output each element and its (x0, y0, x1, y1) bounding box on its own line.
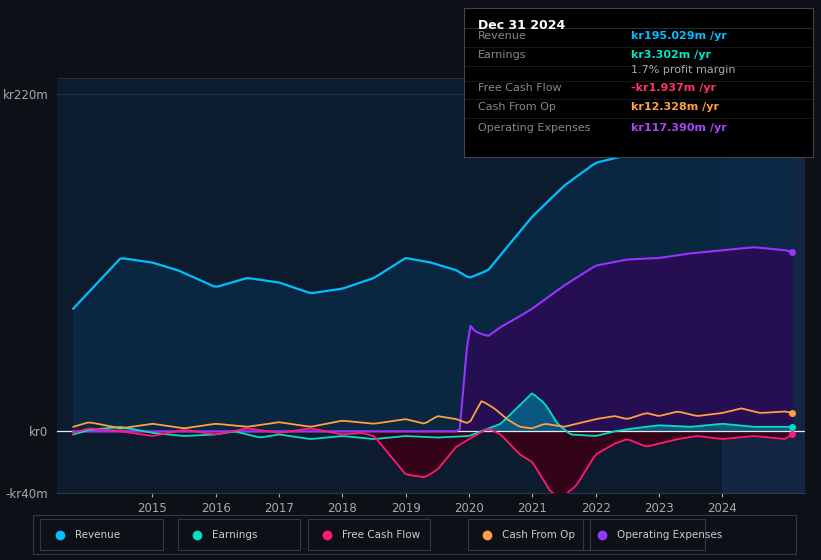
Text: Free Cash Flow: Free Cash Flow (478, 83, 562, 92)
Text: kr117.390m /yr: kr117.390m /yr (631, 123, 727, 133)
Text: Operating Expenses: Operating Expenses (478, 123, 590, 133)
Text: -kr1.937m /yr: -kr1.937m /yr (631, 83, 717, 92)
Text: Revenue: Revenue (75, 530, 120, 540)
Text: 1.7% profit margin: 1.7% profit margin (631, 65, 736, 75)
Text: Free Cash Flow: Free Cash Flow (342, 530, 420, 540)
Text: kr3.302m /yr: kr3.302m /yr (631, 50, 711, 60)
Text: Revenue: Revenue (478, 31, 526, 41)
Text: Earnings: Earnings (213, 530, 258, 540)
Bar (722, 78, 805, 493)
Text: Dec 31 2024: Dec 31 2024 (478, 19, 565, 32)
Text: kr195.029m /yr: kr195.029m /yr (631, 31, 727, 41)
Text: Cash From Op: Cash From Op (502, 530, 576, 540)
Text: Cash From Op: Cash From Op (478, 102, 556, 112)
Text: Operating Expenses: Operating Expenses (617, 530, 722, 540)
Text: kr12.328m /yr: kr12.328m /yr (631, 102, 719, 112)
Text: Earnings: Earnings (478, 50, 526, 60)
